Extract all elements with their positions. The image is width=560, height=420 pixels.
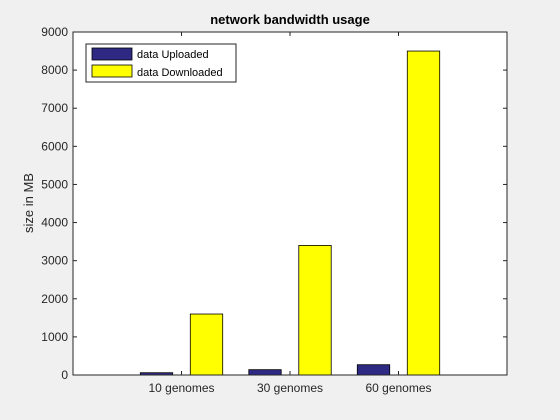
y-tick-label: 3000 <box>41 254 68 268</box>
legend-label-uploaded: data Uploaded <box>137 49 209 61</box>
chart-title: network bandwidth usage <box>210 12 370 27</box>
x-tick-label: 30 genomes <box>257 381 323 395</box>
y-tick-label: 0 <box>61 368 68 382</box>
y-tick-label: 5000 <box>41 177 68 191</box>
y-tick-label: 7000 <box>41 101 68 115</box>
bar-data-downloaded-60-genomes <box>406 50 441 376</box>
bar-data-uploaded-60-genomes <box>356 364 391 376</box>
plot-area <box>73 32 507 375</box>
x-tick-label: 10 genomes <box>148 381 214 395</box>
y-tick-label: 4000 <box>41 216 68 230</box>
bar-data-downloaded-30-genomes <box>298 245 332 376</box>
y-tick-label: 1000 <box>41 330 68 344</box>
ticks-layer: 0 1000 2000 3000 4000 5000 6000 7000 8000 9000 10 … <box>41 25 507 395</box>
bars-layer <box>139 50 441 376</box>
y-tick-label: 9000 <box>41 25 68 39</box>
legend-label-downloaded: data Downloaded <box>137 67 223 79</box>
y-axis-label: size in MB <box>21 173 36 233</box>
bar-data-downloaded-10-genomes <box>189 313 224 376</box>
y-tick-label: 6000 <box>41 139 68 153</box>
legend-swatch-uploaded <box>91 47 133 61</box>
y-tick-label: 8000 <box>41 63 68 77</box>
x-tick-label: 60 genomes <box>365 381 431 395</box>
bar-data-uploaded-30-genomes <box>248 369 282 376</box>
y-tick-label: 2000 <box>41 292 68 306</box>
legend: data Uploaded data Downloaded <box>85 43 237 83</box>
legend-swatch-downloaded <box>91 64 133 78</box>
plot-border <box>72 31 508 376</box>
